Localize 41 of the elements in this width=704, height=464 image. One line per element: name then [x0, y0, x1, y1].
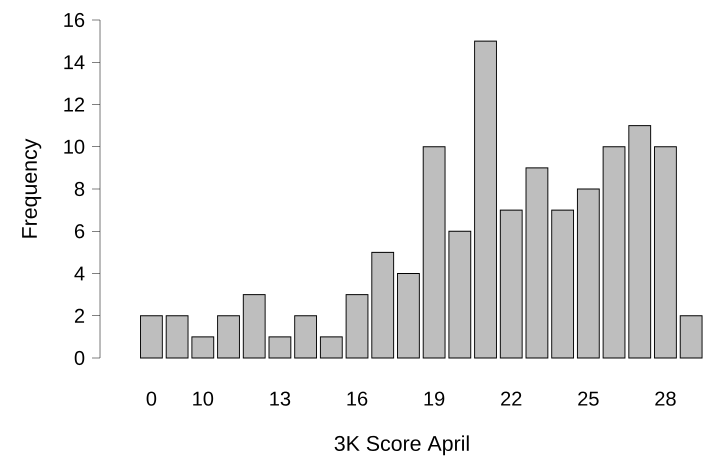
- bar: [191, 336, 214, 358]
- bar: [654, 146, 677, 358]
- bar: [346, 294, 368, 358]
- bar: [628, 125, 652, 358]
- bar: [320, 336, 343, 358]
- x-tick-label: 22: [501, 392, 522, 406]
- y-tick-label: 10: [64, 140, 84, 154]
- bar: [474, 40, 497, 358]
- x-tick-label: 16: [347, 392, 368, 406]
- bar: [551, 210, 574, 358]
- bar: [268, 336, 292, 358]
- x-tick-label: 19: [424, 392, 444, 406]
- bar: [166, 315, 189, 358]
- bar: [526, 167, 548, 358]
- bar: [371, 252, 394, 358]
- x-tick-label: 0: [146, 392, 156, 406]
- y-axis-title: Frequency: [22, 138, 42, 238]
- x-tick-label: 25: [578, 392, 599, 406]
- bar: [602, 146, 626, 358]
- y-tick-label: 6: [74, 224, 84, 238]
- bar: [576, 188, 600, 358]
- bar: [217, 315, 240, 358]
- bar: [500, 210, 523, 358]
- x-axis-title: 3K Score April: [334, 435, 469, 456]
- bar: [397, 273, 420, 358]
- y-tick-label: 16: [64, 12, 84, 28]
- bar: [294, 315, 318, 358]
- bar: [448, 230, 472, 358]
- y-tick-label: 8: [74, 182, 84, 196]
- y-tick-label: 12: [64, 98, 84, 112]
- bar: [680, 315, 703, 358]
- bar: [422, 146, 446, 358]
- y-tick-label: 0: [74, 350, 84, 366]
- y-tick-label: 4: [74, 266, 84, 280]
- bar: [140, 315, 163, 358]
- y-tick-label: 14: [64, 55, 84, 70]
- x-tick-label: 10: [193, 392, 214, 406]
- x-tick-label: 13: [270, 392, 290, 406]
- x-tick-label: 28: [655, 392, 676, 406]
- bar: [242, 294, 266, 358]
- y-tick-label: 2: [74, 308, 84, 323]
